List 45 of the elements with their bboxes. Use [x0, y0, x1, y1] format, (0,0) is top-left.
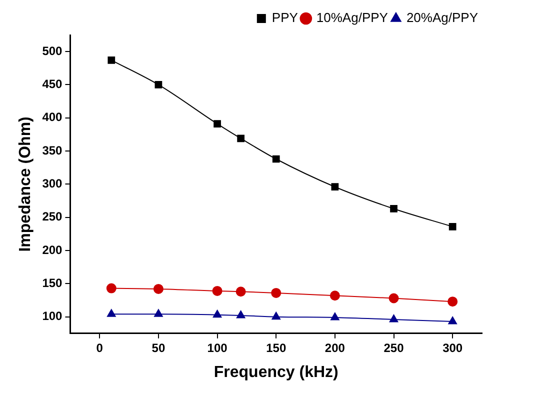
x-tick-label: 250: [384, 340, 404, 355]
point: [448, 316, 457, 324]
x-tick-label: 100: [207, 340, 228, 355]
point: [448, 222, 456, 230]
y-tick-label: 400: [42, 110, 63, 124]
point: [214, 120, 221, 128]
y-tick-label: 500: [42, 44, 63, 58]
point: [153, 284, 164, 294]
y-tick-label: 300: [42, 176, 63, 191]
y-tick-label: 250: [42, 210, 63, 224]
x-tick-label: 150: [266, 340, 286, 355]
y-tick-label: 350: [42, 143, 63, 158]
legend-label: PPY: [272, 10, 298, 26]
y-tick-label: 200: [42, 242, 63, 257]
y-tick-label: 150: [42, 276, 63, 290]
point: [272, 155, 280, 163]
point: [154, 309, 163, 317]
x-axis-title: Frequency (kHz): [214, 364, 338, 381]
legend-label: 20%Ag/PPY: [406, 10, 478, 26]
point: [106, 283, 116, 294]
point: [448, 296, 458, 307]
point: [107, 309, 116, 317]
x-tick-label: 0: [96, 340, 104, 355]
point: [236, 286, 246, 297]
point: [237, 134, 244, 142]
x-tick-label: 300: [442, 340, 463, 355]
point: [390, 205, 398, 212]
x-tick-label: 50: [152, 340, 166, 355]
point: [212, 286, 222, 296]
legend-label: 10%Ag/PPY: [316, 10, 388, 26]
x-tick-label: 200: [324, 340, 346, 355]
y-axis-title: Impedance (Ohm): [17, 116, 34, 252]
point: [330, 290, 340, 301]
point: [271, 288, 282, 298]
point: [212, 310, 222, 318]
y-tick-label: 100: [42, 309, 63, 324]
point: [389, 314, 398, 322]
point: [330, 312, 340, 320]
point: [154, 81, 162, 88]
y-tick-label: 450: [42, 77, 63, 92]
point: [108, 56, 116, 64]
point: [388, 293, 399, 304]
point: [272, 312, 281, 320]
point: [331, 183, 339, 191]
point: [236, 310, 246, 318]
